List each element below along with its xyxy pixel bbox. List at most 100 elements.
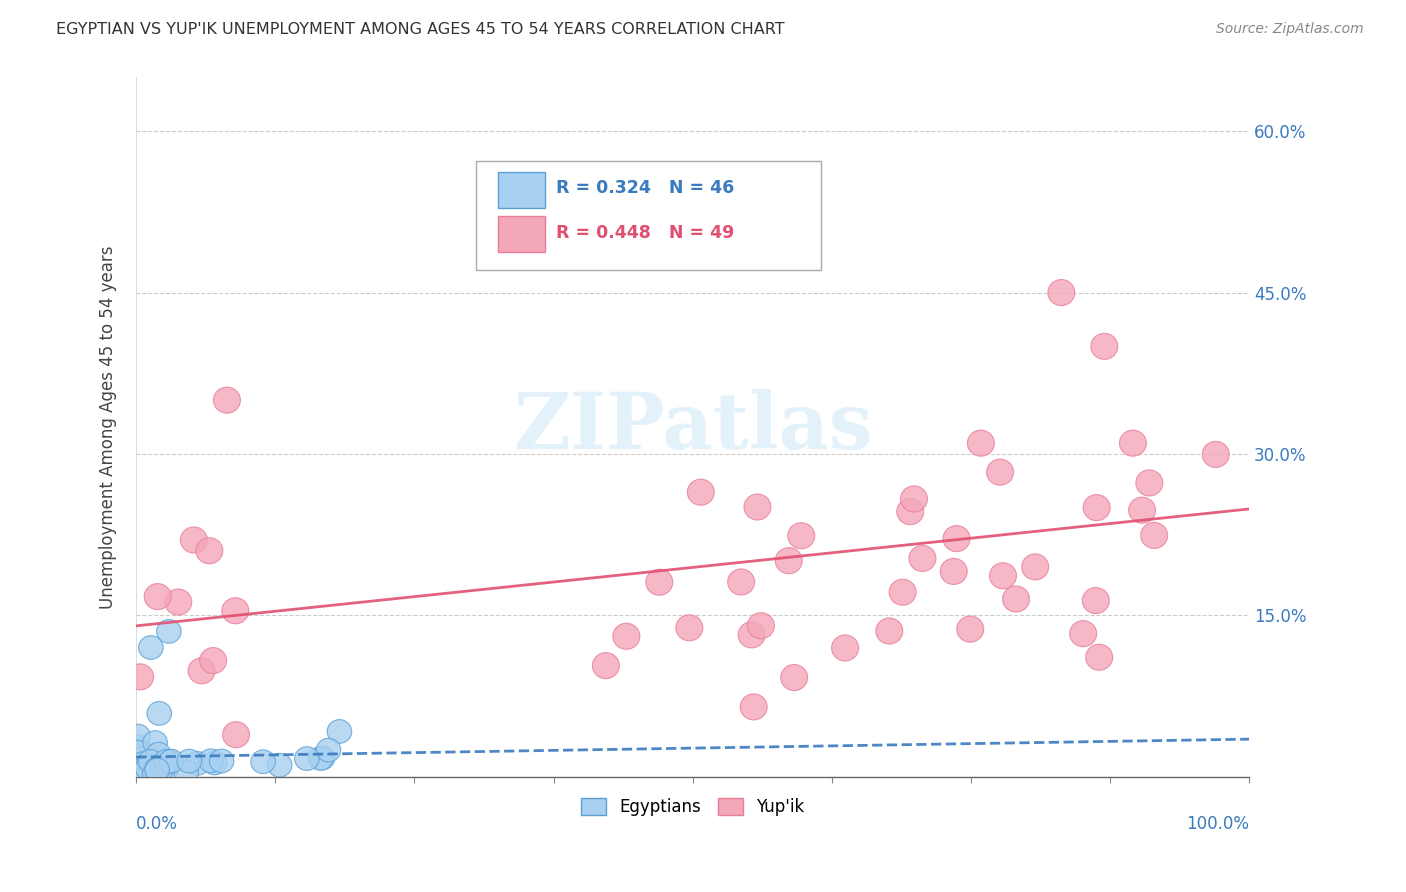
Ellipse shape xyxy=(941,558,967,584)
Ellipse shape xyxy=(738,622,765,648)
Ellipse shape xyxy=(129,763,153,787)
Ellipse shape xyxy=(1119,430,1146,456)
Ellipse shape xyxy=(125,724,150,747)
Ellipse shape xyxy=(149,756,173,780)
Legend: Egyptians, Yup'ik: Egyptians, Yup'ik xyxy=(572,789,813,824)
Ellipse shape xyxy=(145,757,169,780)
Ellipse shape xyxy=(889,579,917,606)
Ellipse shape xyxy=(138,756,162,780)
Ellipse shape xyxy=(143,731,167,755)
Ellipse shape xyxy=(128,740,153,764)
Ellipse shape xyxy=(728,569,755,595)
Text: R = 0.448   N = 49: R = 0.448 N = 49 xyxy=(555,225,734,243)
Ellipse shape xyxy=(202,751,226,775)
Ellipse shape xyxy=(787,523,814,549)
FancyBboxPatch shape xyxy=(498,216,544,252)
Ellipse shape xyxy=(1129,497,1156,524)
Ellipse shape xyxy=(222,598,249,624)
Ellipse shape xyxy=(943,525,970,551)
Ellipse shape xyxy=(177,749,201,773)
Ellipse shape xyxy=(188,657,215,684)
Ellipse shape xyxy=(1070,621,1097,647)
Ellipse shape xyxy=(153,757,179,781)
Ellipse shape xyxy=(987,459,1014,485)
Ellipse shape xyxy=(613,624,640,649)
Ellipse shape xyxy=(740,694,768,720)
Ellipse shape xyxy=(1047,279,1074,306)
FancyBboxPatch shape xyxy=(475,161,821,269)
Ellipse shape xyxy=(308,747,333,771)
Ellipse shape xyxy=(195,538,222,564)
Ellipse shape xyxy=(135,764,160,787)
Ellipse shape xyxy=(967,430,994,456)
Ellipse shape xyxy=(1022,554,1049,580)
Ellipse shape xyxy=(209,749,233,772)
Ellipse shape xyxy=(148,702,172,725)
Text: EGYPTIAN VS YUP'IK UNEMPLOYMENT AMONG AGES 45 TO 54 YEARS CORRELATION CHART: EGYPTIAN VS YUP'IK UNEMPLOYMENT AMONG AG… xyxy=(56,22,785,37)
Ellipse shape xyxy=(143,757,169,781)
FancyBboxPatch shape xyxy=(498,172,544,208)
Ellipse shape xyxy=(295,747,319,771)
Ellipse shape xyxy=(780,665,807,690)
Ellipse shape xyxy=(250,750,276,773)
Ellipse shape xyxy=(152,760,177,784)
Ellipse shape xyxy=(146,742,170,766)
Ellipse shape xyxy=(186,752,209,775)
Ellipse shape xyxy=(1083,494,1111,521)
Ellipse shape xyxy=(174,760,198,784)
Ellipse shape xyxy=(775,548,803,574)
Ellipse shape xyxy=(645,569,673,595)
Ellipse shape xyxy=(592,653,619,679)
Ellipse shape xyxy=(138,749,163,773)
Ellipse shape xyxy=(744,494,770,520)
Ellipse shape xyxy=(749,204,776,230)
Ellipse shape xyxy=(316,739,340,762)
Ellipse shape xyxy=(876,618,903,644)
Text: 100.0%: 100.0% xyxy=(1187,815,1250,833)
Ellipse shape xyxy=(165,589,191,615)
Ellipse shape xyxy=(159,749,184,773)
Ellipse shape xyxy=(897,499,924,524)
Ellipse shape xyxy=(1085,644,1112,670)
Ellipse shape xyxy=(127,759,152,783)
Ellipse shape xyxy=(138,760,163,783)
Text: 0.0%: 0.0% xyxy=(136,815,179,833)
Ellipse shape xyxy=(198,749,224,772)
Ellipse shape xyxy=(128,757,152,781)
Ellipse shape xyxy=(139,763,165,786)
Ellipse shape xyxy=(139,636,163,659)
Ellipse shape xyxy=(328,720,352,743)
Ellipse shape xyxy=(1083,588,1109,614)
Ellipse shape xyxy=(127,664,153,690)
Ellipse shape xyxy=(990,563,1017,589)
Text: Source: ZipAtlas.com: Source: ZipAtlas.com xyxy=(1216,22,1364,37)
Ellipse shape xyxy=(135,756,160,780)
Ellipse shape xyxy=(125,740,149,764)
Y-axis label: Unemployment Among Ages 45 to 54 years: Unemployment Among Ages 45 to 54 years xyxy=(100,245,117,608)
Ellipse shape xyxy=(145,758,169,781)
Ellipse shape xyxy=(200,648,226,673)
Ellipse shape xyxy=(900,486,928,512)
Ellipse shape xyxy=(152,760,176,784)
Ellipse shape xyxy=(1140,523,1167,549)
Ellipse shape xyxy=(831,635,859,661)
Ellipse shape xyxy=(222,722,249,747)
Ellipse shape xyxy=(676,615,703,640)
Ellipse shape xyxy=(1202,442,1229,467)
Ellipse shape xyxy=(131,752,155,775)
Ellipse shape xyxy=(156,620,181,643)
Ellipse shape xyxy=(908,545,936,572)
Ellipse shape xyxy=(155,749,179,773)
Ellipse shape xyxy=(142,763,167,787)
Text: ZIPatlas: ZIPatlas xyxy=(513,389,873,465)
Text: R = 0.324   N = 46: R = 0.324 N = 46 xyxy=(555,179,734,197)
Ellipse shape xyxy=(134,758,157,782)
Ellipse shape xyxy=(688,479,714,505)
Ellipse shape xyxy=(748,613,775,639)
Ellipse shape xyxy=(149,752,174,776)
Ellipse shape xyxy=(145,583,172,609)
Ellipse shape xyxy=(214,387,240,413)
Ellipse shape xyxy=(1091,334,1118,359)
Ellipse shape xyxy=(1136,470,1163,496)
Ellipse shape xyxy=(143,758,167,781)
